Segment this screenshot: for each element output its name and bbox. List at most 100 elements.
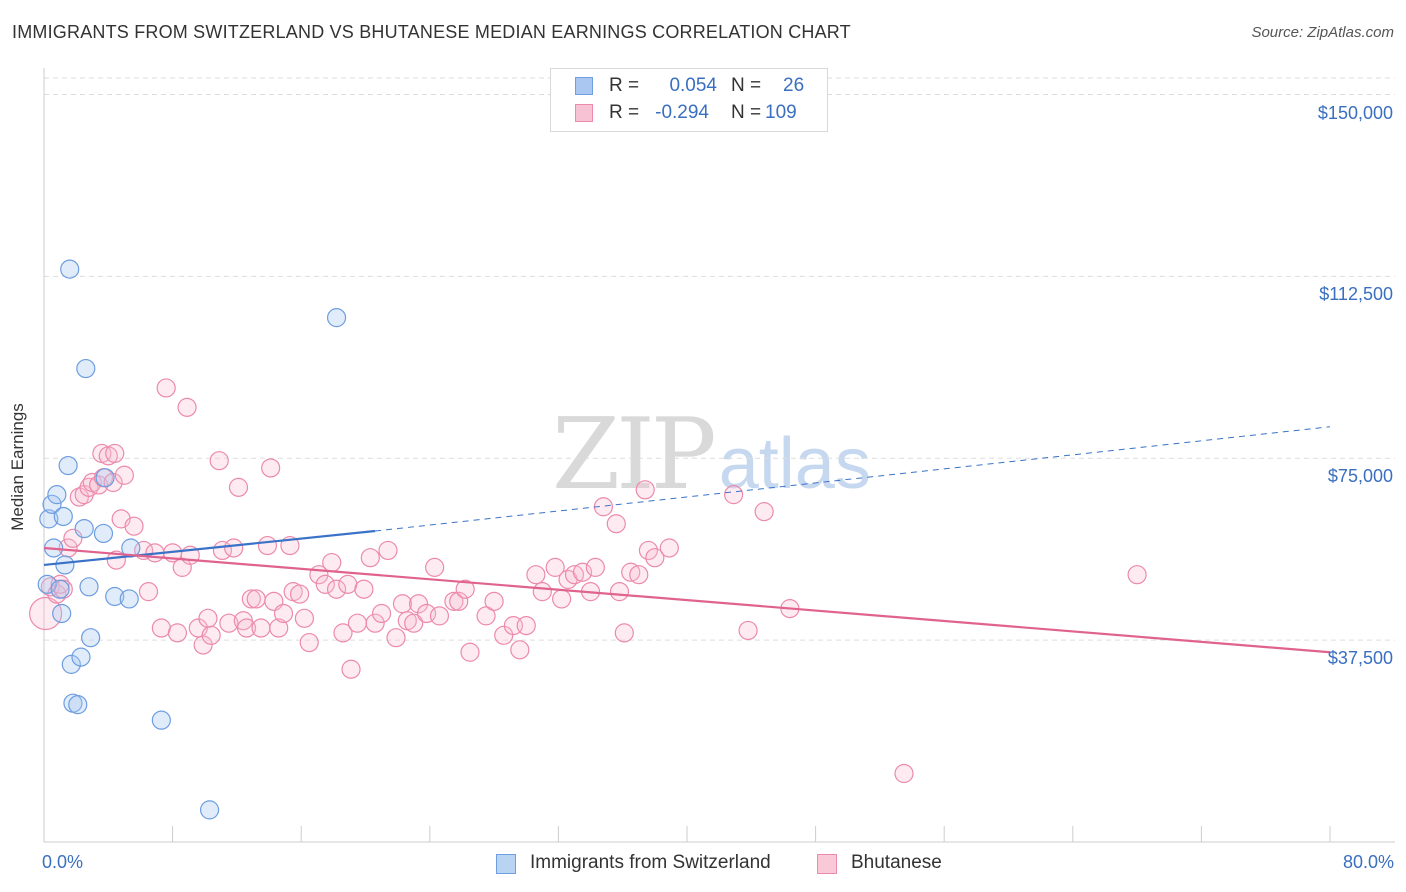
bhutanese-point [635,480,655,500]
bhutanese-point [209,451,229,471]
bhutanese-point [138,582,159,602]
bhutanese-point [659,538,679,558]
r-label: R = [609,75,640,96]
y-tick-label: $37,500 [1327,648,1393,669]
r-value: 0.054 [669,75,717,96]
bhutanese-point [273,603,294,624]
bhutanese-point [241,589,261,609]
bhutanese-point [360,548,380,568]
bhutanese-point [219,613,239,633]
bhutanese-point [408,594,429,614]
zipatlas-watermark: ZIPatlas [552,398,871,512]
legend-swatch-pink [575,104,593,122]
y-tick-label: $150,000 [1317,102,1393,123]
y-tick-label: $112,500 [1319,284,1393,305]
bhutanese-point [124,516,144,536]
x-tick-label-min: 0.0% [42,852,84,872]
bhutanese-point [444,591,464,611]
bhutanese-point [257,535,278,556]
switzerland-point [71,647,91,667]
switzerland-point [60,259,80,279]
switzerland-point [37,574,57,594]
switzerland-point [79,577,99,597]
bhutanese-point [299,632,319,653]
bhutanese-point [167,623,188,643]
chart-title: IMMIGRANTS FROM SWITZERLAND VS BHUTANESE… [12,22,851,42]
watermark-atlas: atlas [718,424,871,504]
switzerland-point [119,589,139,609]
bhutanese-point [246,589,266,609]
bhutanese-point [156,378,176,398]
bhutanese-point [386,628,406,648]
switzerland-point [76,358,96,379]
switzerland-point [61,654,81,674]
bhutanese-point [338,574,358,594]
bhutanese-point [532,582,552,602]
bhutanese-point [294,608,315,628]
bhutanese-point [106,550,126,570]
n-value: 109 [765,102,797,123]
bhutanese-point [347,613,368,633]
bhutanese-point [193,635,213,655]
switzerland-trendline [43,529,376,567]
switzerland-point [53,506,73,527]
bhutanese-point [198,608,218,628]
bhutanese-point [484,591,504,611]
legend-swatch-blue [575,77,593,95]
bhutanese-point [645,548,665,568]
switzerland-point [93,523,114,544]
watermark-zip: ZIP [552,398,717,512]
switzerland-point [42,494,62,514]
switzerland-point [50,579,70,599]
switzerland-point [81,628,101,648]
bhutanese-point [114,465,134,485]
bhutanese-point [105,443,125,464]
bhutanese-point [151,618,171,638]
legend-label: Immigrants from Switzerland [530,852,771,873]
legend-swatch-pink [817,854,837,874]
switzerland-point [199,800,220,820]
bhutanese-point [1127,565,1147,585]
bhutanese-point [585,557,605,577]
source-credit: Source: ZipAtlas.com [1251,24,1394,41]
bhutanese-point [526,565,546,585]
switzerland-point [39,509,59,529]
bhutanese-point [236,618,257,638]
switzerland-point [74,518,94,539]
bhutanese-point [449,591,469,611]
bhutanese-point [609,582,630,602]
switzerland-point [68,695,88,715]
bhutanese-point [371,603,392,624]
n-label: N = [731,102,762,123]
legend-label: Bhutanese [851,852,942,873]
bhutanese-point [545,557,565,577]
bhutanese-point [638,540,659,561]
bhutanese-point [425,557,445,577]
legend-swatch-blue [496,854,516,874]
bhutanese-point [326,579,347,599]
bhutanese-point [341,659,361,679]
bhutanese-trendline [43,546,1331,654]
y-tick-label: $75,000 [1327,466,1393,487]
bhutanese-point [572,562,593,582]
bhutanese-point [224,538,244,558]
x-tick-label-max: 80.0% [1342,852,1394,872]
stats-legend: R = 0.054 N = 26 R = -0.294 N = 109 [550,68,828,132]
bhutanese-point [738,620,758,641]
bhutanese-point [201,625,221,645]
bhutanese-point [177,397,197,417]
bhutanese-point [510,640,530,660]
bhutanese-point [322,552,342,573]
switzerland-point [55,555,75,575]
bhutanese-point [564,565,585,585]
r-label: R = [609,102,640,123]
switzerland-trendline-extension [375,426,1331,532]
bhutanese-point [621,562,641,582]
y-axis-label: Median Earnings [8,403,27,531]
bhutanese-point [251,618,271,638]
bhutanese-point [378,540,398,561]
switzerland-point [326,308,347,328]
bhutanese-point [455,579,475,599]
switzerland-point [151,710,171,730]
